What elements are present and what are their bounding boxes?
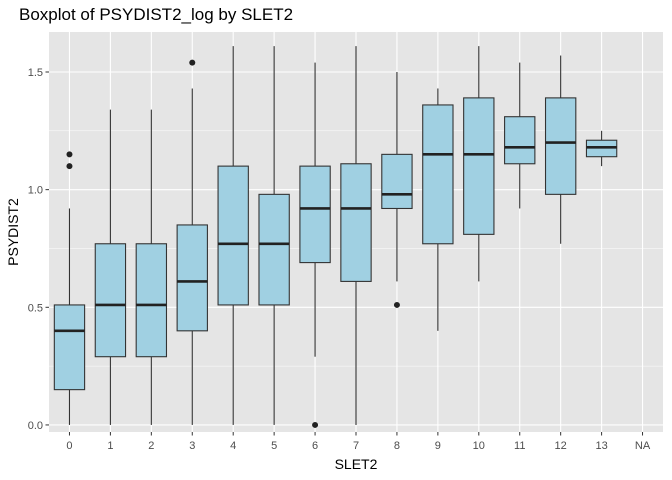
box-body	[176, 224, 208, 332]
x-axis-ticks: 0 1 2 3 4 5 6 7 8 9 10 11 12 13 NA	[66, 432, 651, 452]
box-10	[463, 46, 495, 282]
box-body	[53, 304, 86, 391]
x-tick-label: 3	[189, 440, 195, 452]
x-tick-label: 9	[435, 440, 441, 452]
x-tick-label: 4	[230, 440, 236, 452]
box-2	[135, 109, 168, 425]
box-5	[258, 46, 290, 425]
x-tick-label: NA	[635, 440, 651, 452]
outlier-point	[189, 59, 196, 66]
x-axis-title: SLET2	[335, 456, 378, 472]
y-axis-title: PSYDIST2	[5, 198, 21, 266]
box-body	[422, 104, 454, 245]
box-6	[299, 62, 331, 428]
box-body	[135, 243, 168, 358]
box-body	[381, 153, 413, 210]
x-tick-label: 8	[394, 440, 400, 452]
chart-title: Boxplot of PSYDIST2_log by SLET2	[19, 5, 293, 24]
boxes	[53, 46, 618, 428]
y-tick-label: 0.0	[28, 420, 43, 432]
box-9	[422, 88, 454, 331]
x-tick-label: 12	[555, 440, 567, 452]
outlier-point	[393, 301, 400, 308]
box-body	[258, 193, 290, 306]
x-tick-label: 5	[271, 440, 277, 452]
x-tick-label: 6	[312, 440, 318, 452]
box-body	[94, 243, 127, 358]
box-13	[585, 130, 618, 167]
box-8	[381, 72, 413, 308]
box-12	[544, 55, 577, 244]
x-tick-label: 10	[473, 440, 485, 452]
x-tick-label: 13	[595, 440, 607, 452]
outlier-point	[66, 151, 73, 158]
box-1	[94, 109, 127, 425]
outlier-point	[312, 421, 319, 428]
y-tick-label: 1.5	[28, 67, 43, 79]
x-tick-label: 2	[148, 440, 154, 452]
box-body	[217, 165, 249, 306]
box-3	[176, 59, 208, 425]
box-body	[340, 163, 372, 282]
x-tick-label: 11	[514, 440, 525, 452]
x-tick-label: 1	[107, 440, 113, 452]
outlier-point	[66, 163, 73, 170]
x-tick-label: 0	[66, 440, 72, 452]
y-axis-ticks: 0.0 0.5 1.0 1.5	[28, 67, 49, 432]
x-tick-label: 7	[353, 440, 359, 452]
y-tick-label: 0.5	[28, 302, 43, 314]
box-body	[544, 97, 577, 195]
box-body	[299, 165, 331, 264]
box-4	[217, 46, 249, 425]
box-7	[340, 46, 372, 425]
box-body	[504, 116, 536, 165]
box-11	[504, 62, 536, 209]
box-0	[53, 151, 86, 425]
box-body	[463, 97, 495, 235]
y-tick-label: 1.0	[28, 185, 43, 197]
